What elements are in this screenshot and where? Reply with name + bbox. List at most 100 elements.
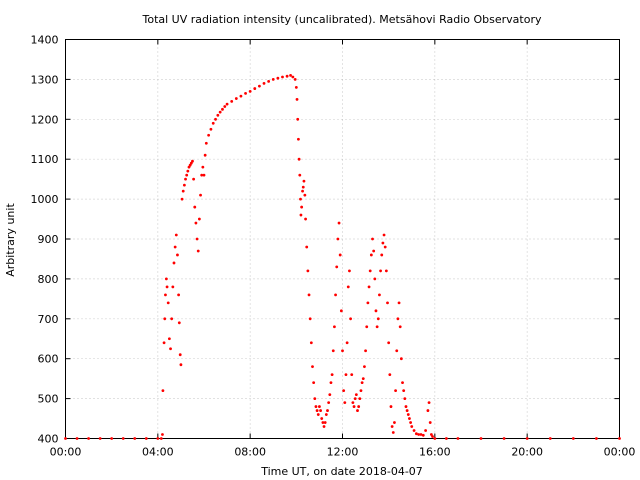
data-point (444, 437, 448, 440)
data-point (349, 317, 352, 321)
data-point (299, 213, 303, 217)
data-point (161, 433, 164, 436)
data-point (393, 421, 396, 424)
data-point (195, 237, 199, 241)
data-point (335, 265, 339, 269)
data-point (344, 373, 348, 377)
data-point (221, 107, 224, 111)
y-tick-label: 900 (38, 233, 59, 246)
data-point (386, 301, 389, 305)
data-point (399, 357, 403, 361)
data-point (398, 325, 402, 329)
data-point (373, 277, 377, 281)
y-tick-label: 1100 (31, 153, 59, 166)
data-point (433, 437, 437, 440)
data-point (406, 413, 410, 416)
data-point (318, 405, 321, 408)
data-point (324, 413, 328, 416)
data-point (352, 405, 356, 408)
data-point (361, 377, 365, 381)
data-point (302, 179, 306, 183)
data-point (341, 349, 344, 353)
x-tick-label: 00:00 (604, 446, 636, 459)
data-point (367, 285, 371, 289)
data-point (230, 99, 234, 103)
data-point (64, 437, 67, 440)
data-point (333, 325, 336, 329)
data-point (342, 389, 346, 393)
data-point (502, 437, 506, 440)
data-point (403, 397, 407, 400)
data-point (312, 381, 316, 385)
x-tick-label: 00:00 (50, 446, 82, 459)
data-point (192, 177, 196, 181)
data-point (338, 253, 342, 257)
data-point (203, 153, 207, 157)
x-tick-label: 08:00 (234, 446, 266, 459)
data-point (308, 317, 312, 321)
data-point (379, 269, 382, 273)
data-point (331, 349, 335, 353)
data-point (456, 437, 460, 440)
y-tick-label: 600 (38, 353, 59, 366)
data-point (144, 437, 148, 440)
data-point (293, 78, 297, 81)
data-point (204, 141, 208, 145)
x-axis-label: Time UT, on date 2018-04-07 (260, 465, 423, 478)
data-point (353, 397, 357, 400)
data-point (162, 341, 166, 345)
data-point (285, 74, 289, 78)
data-point (300, 205, 304, 209)
data-point (414, 432, 418, 436)
data-point (350, 373, 354, 377)
data-point (299, 197, 302, 201)
y-tick-label: 1300 (31, 73, 59, 86)
data-point (394, 389, 397, 393)
data-point (336, 237, 340, 241)
data-point (214, 117, 217, 121)
x-tick-label: 12:00 (327, 446, 359, 459)
y-tick-label: 500 (38, 393, 59, 406)
data-point (359, 389, 363, 393)
data-point (384, 269, 388, 273)
data-point (218, 110, 222, 114)
data-point (307, 293, 311, 297)
data-point (262, 81, 266, 85)
data-point (172, 261, 176, 265)
data-point (244, 91, 247, 95)
grid (65, 39, 620, 439)
data-point (330, 373, 334, 377)
data-point (358, 397, 362, 400)
x-tick-label: 16:00 (419, 446, 451, 459)
data-point (234, 97, 238, 100)
data-point (397, 301, 401, 305)
data-point (110, 437, 114, 440)
data-point (408, 417, 411, 420)
data-point (365, 325, 369, 329)
data-point (360, 381, 364, 385)
data-point (258, 84, 261, 88)
data-point (253, 87, 257, 90)
data-point (382, 233, 386, 237)
data-point (417, 433, 421, 436)
data-point (354, 393, 358, 397)
data-point (320, 417, 324, 420)
data-point (209, 127, 213, 131)
data-point (296, 117, 300, 121)
data-point (87, 437, 90, 440)
data-point (380, 253, 384, 257)
data-point (197, 217, 201, 221)
data-point (402, 389, 406, 393)
data-point (427, 401, 431, 404)
data-point (346, 285, 350, 289)
data-point (167, 337, 171, 341)
data-point (375, 325, 379, 329)
data-point (322, 425, 326, 428)
data-point (133, 437, 137, 440)
data-point (356, 409, 359, 412)
data-point (548, 437, 552, 440)
axis-ticks: 400 500 600 700 800 900 1000 1100 1200 1300 1400 00… (31, 34, 636, 459)
data-point (426, 409, 430, 412)
data-point (201, 165, 205, 169)
data-point (428, 421, 432, 424)
